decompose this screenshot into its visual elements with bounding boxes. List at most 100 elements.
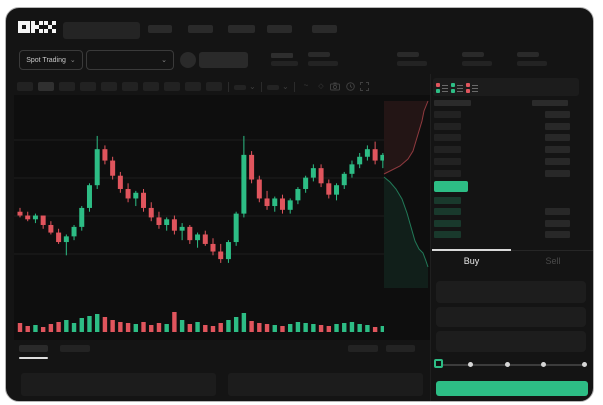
row-lines [442, 82, 448, 94]
pair-dropdown[interactable]: ⌄ [86, 50, 174, 70]
total-input[interactable] [436, 331, 586, 352]
depth-overlay-chart [383, 100, 429, 288]
bottom-panel-left [21, 373, 216, 396]
bid-row-price-0[interactable] [434, 197, 461, 204]
slider-stop-50[interactable] [505, 362, 510, 367]
pair-name-placeholder [199, 52, 248, 68]
interval-button-1[interactable] [38, 82, 54, 91]
market-type-label: Spot Trading [26, 56, 66, 64]
color-squares [466, 82, 470, 94]
interval-button-7[interactable] [164, 82, 180, 91]
market-type-dropdown[interactable]: Spot Trading ⌄ [19, 50, 83, 70]
chart-style-dropdown-label[interactable] [267, 85, 279, 90]
last-price-placeholder [271, 53, 293, 58]
color-squares [436, 82, 440, 94]
fullscreen-icon[interactable] [360, 82, 369, 91]
panel-divider [430, 74, 431, 401]
ask-row-amount-1[interactable] [545, 122, 570, 130]
global-search-input[interactable] [63, 22, 140, 39]
stat-value-3 [517, 61, 547, 66]
chevron-down-icon: ⌄ [161, 56, 167, 64]
order-book-header-right [532, 100, 568, 106]
candlestick-chart-canvas[interactable] [14, 95, 384, 335]
coin-avatar [180, 52, 196, 68]
bid-row-price-3[interactable] [434, 231, 461, 239]
combined-book-icon[interactable] [435, 81, 449, 95]
interval-button-8[interactable] [185, 82, 201, 91]
stat-label-1 [397, 52, 419, 57]
sell-tab-divider [511, 250, 593, 251]
chevron-down-icon[interactable]: ⌄ [282, 82, 289, 91]
slider-stop-75[interactable] [541, 362, 546, 367]
ask-row-price-4[interactable] [434, 157, 461, 165]
color-squares [451, 82, 455, 94]
bottom-panel-right [228, 373, 423, 396]
bottom-tab-active[interactable] [19, 345, 48, 352]
bottom-right-control[interactable] [348, 345, 378, 352]
nav-item-1[interactable] [188, 25, 213, 33]
slider-stop-25[interactable] [468, 362, 473, 367]
wave-icon[interactable]: ~ [303, 81, 309, 90]
stat-label-0 [308, 52, 330, 57]
bid-row-price-1[interactable] [434, 208, 461, 216]
stat-value-1 [397, 61, 427, 66]
diamond-icon[interactable]: ◇ [318, 83, 324, 90]
amount-input[interactable] [436, 307, 586, 327]
price-input[interactable] [436, 281, 586, 303]
bid-row-amount-3[interactable] [545, 231, 570, 239]
price-change-placeholder [271, 61, 298, 66]
bottom-right-control[interactable] [386, 345, 415, 352]
stat-value-0 [308, 61, 338, 66]
ask-row-price-1[interactable] [434, 122, 461, 130]
buy-tab-indicator [432, 249, 511, 251]
buy-submit-button[interactable] [436, 381, 588, 396]
ask-row-amount-0[interactable] [545, 111, 570, 118]
ask-row-amount-3[interactable] [545, 146, 570, 154]
percent-slider-track[interactable] [438, 364, 586, 366]
ask-row-amount-4[interactable] [545, 157, 570, 165]
clock-icon[interactable] [346, 82, 355, 91]
stat-value-2 [462, 61, 492, 66]
okx-logo [18, 21, 56, 33]
app-window: Spot Trading ⌄ ⌄ ⌄ ⌄ ~ ◇ [5, 7, 594, 402]
nav-item-2[interactable] [228, 25, 255, 33]
bottom-tab-indicator [19, 357, 48, 359]
ask-row-price-5[interactable] [434, 169, 461, 177]
ask-row-price-3[interactable] [434, 146, 461, 154]
ask-row-price-0[interactable] [434, 111, 461, 118]
nav-item-0[interactable] [148, 25, 172, 33]
bid-row-amount-2[interactable] [545, 219, 570, 227]
interval-button-5[interactable] [122, 82, 138, 91]
last-price-highlight[interactable] [434, 181, 468, 192]
stat-label-2 [462, 52, 484, 57]
ask-row-amount-2[interactable] [545, 134, 570, 142]
tab-sell[interactable]: Sell [545, 256, 561, 266]
interval-button-9[interactable] [206, 82, 222, 91]
tab-buy[interactable]: Buy [463, 256, 480, 266]
chevron-down-icon: ⌄ [69, 56, 76, 64]
bids-book-icon[interactable] [450, 81, 464, 95]
interval-button-0[interactable] [17, 82, 33, 91]
stat-label-3 [517, 52, 539, 57]
toolbar-separator [294, 82, 295, 92]
interval-button-2[interactable] [59, 82, 75, 91]
bid-row-price-2[interactable] [434, 219, 461, 227]
row-lines [457, 82, 463, 94]
slider-stop-100[interactable] [582, 362, 587, 367]
bid-row-amount-1[interactable] [545, 208, 570, 216]
interval-button-6[interactable] [143, 82, 159, 91]
interval-button-3[interactable] [80, 82, 96, 91]
ask-row-amount-5[interactable] [545, 169, 570, 177]
toolbar-separator [228, 82, 229, 92]
percent-slider-handle[interactable] [434, 359, 443, 368]
bottom-tab[interactable] [60, 345, 90, 352]
ask-row-price-2[interactable] [434, 134, 461, 142]
order-book-panel: Buy Sell [432, 74, 593, 401]
nav-item-3[interactable] [267, 25, 292, 33]
asks-book-icon[interactable] [465, 81, 479, 95]
chevron-down-icon[interactable]: ⌄ [249, 82, 256, 91]
nav-item-4[interactable] [312, 25, 337, 33]
indicator-dropdown-label[interactable] [234, 85, 246, 90]
camera-icon[interactable] [330, 82, 340, 91]
interval-button-4[interactable] [101, 82, 117, 91]
